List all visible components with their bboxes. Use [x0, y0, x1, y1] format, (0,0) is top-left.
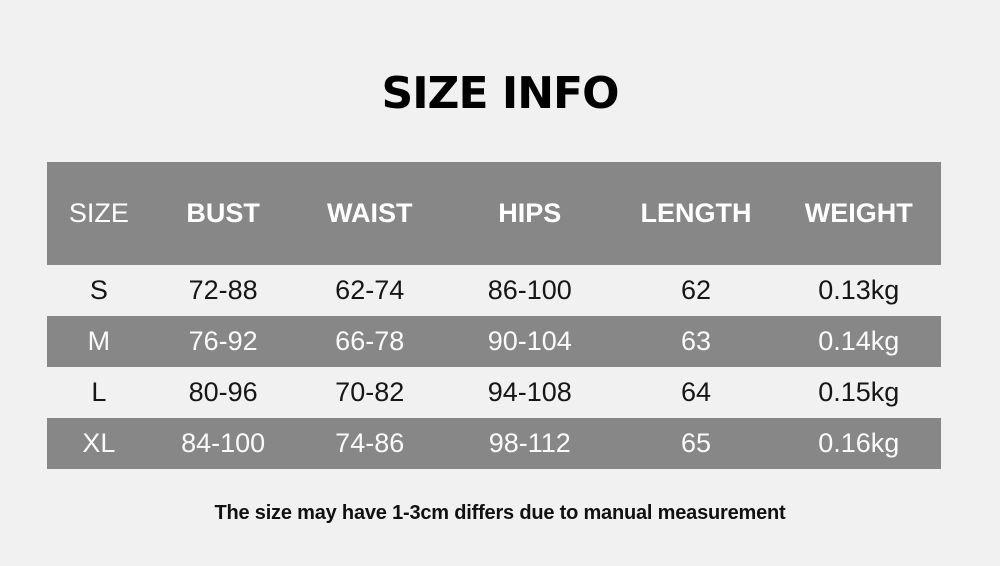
weight-cell: 0.16kg: [818, 428, 900, 458]
column-header-hips: HIPS: [443, 162, 616, 265]
size-cell: M: [87, 326, 111, 356]
bust-cell: 84-100: [181, 428, 266, 458]
measurement-disclaimer: The size may have 1-3cm differs due to m…: [214, 502, 786, 524]
weight-cell: 0.14kg: [818, 326, 900, 356]
length-cell: 64: [680, 377, 712, 407]
column-header-weight: WEIGHT: [776, 162, 941, 265]
waist-cell: 66-78: [335, 326, 405, 356]
hips-cell: 98-112: [488, 428, 571, 458]
size-cell: L: [91, 377, 107, 407]
size-cell: XL: [82, 428, 116, 458]
size-cell: S: [89, 275, 108, 305]
length-cell: 63: [680, 326, 712, 356]
column-header-bust: BUST: [150, 162, 296, 265]
page-title: SIZE INFO: [381, 68, 620, 119]
weight-cell: 0.15kg: [818, 377, 900, 407]
size-table-header: SIZE BUST WAIST HIPS LENGTH WEIGHT: [47, 162, 941, 265]
header-row: SIZE BUST WAIST HIPS LENGTH WEIGHT: [47, 162, 941, 265]
size-table: SIZE BUST WAIST HIPS LENGTH WEIGHT S 72-…: [47, 162, 941, 469]
bust-cell: 72-88: [188, 275, 258, 305]
hips-cell: 94-108: [487, 377, 572, 407]
table-row-m: M 76-92 66-78 90-104 63 0.14kg: [47, 316, 941, 367]
hips-cell: 86-100: [487, 275, 572, 305]
column-header-waist: WAIST: [295, 162, 444, 265]
weight-cell: 0.13kg: [818, 275, 900, 305]
table-row-xl: XL 84-100 74-86 98-112 65 0.16kg: [47, 418, 941, 469]
bust-cell: 80-96: [188, 377, 258, 407]
waist-cell: 62-74: [335, 275, 405, 305]
column-header-length: LENGTH: [615, 162, 777, 265]
table-row-s: S 72-88 62-74 86-100 62 0.13kg: [47, 265, 941, 316]
length-cell: 65: [680, 428, 712, 458]
column-header-size: SIZE: [47, 162, 151, 265]
waist-cell: 70-82: [335, 377, 405, 407]
waist-cell: 74-86: [335, 428, 405, 458]
size-table-body: S 72-88 62-74 86-100 62 0.13kg M 76-92 6…: [47, 265, 941, 469]
table-row-l: L 80-96 70-82 94-108 64 0.15kg: [47, 367, 941, 418]
bust-cell: 76-92: [188, 326, 258, 356]
length-cell: 62: [680, 275, 712, 305]
hips-cell: 90-104: [487, 326, 572, 356]
